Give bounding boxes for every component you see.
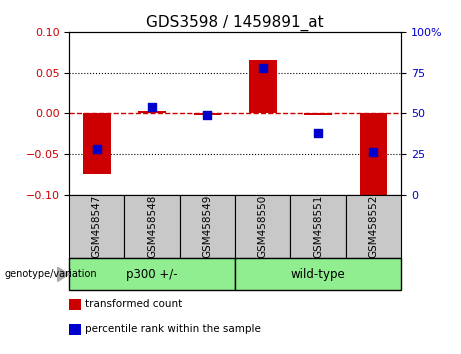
Text: GSM458547: GSM458547 [92,195,102,258]
Title: GDS3598 / 1459891_at: GDS3598 / 1459891_at [146,14,324,30]
Point [148,104,156,110]
Bar [138,111,166,113]
Text: GSM458548: GSM458548 [147,195,157,258]
Text: GSM458551: GSM458551 [313,195,323,258]
Bar [360,113,387,195]
Text: wild-type: wild-type [291,268,345,281]
Bar [194,113,221,115]
Bar [249,61,277,113]
Text: p300 +/-: p300 +/- [126,268,178,281]
Bar [83,113,111,174]
Text: GSM458550: GSM458550 [258,195,268,258]
Point [93,146,100,152]
Bar [304,113,332,115]
Point [259,65,266,70]
Text: percentile rank within the sample: percentile rank within the sample [85,324,261,334]
Text: GSM458549: GSM458549 [202,195,213,258]
Text: GSM458552: GSM458552 [368,195,378,258]
Point [204,112,211,118]
Text: genotype/variation: genotype/variation [5,269,97,279]
Text: transformed count: transformed count [85,299,183,309]
Point [370,149,377,155]
Point [314,130,322,136]
